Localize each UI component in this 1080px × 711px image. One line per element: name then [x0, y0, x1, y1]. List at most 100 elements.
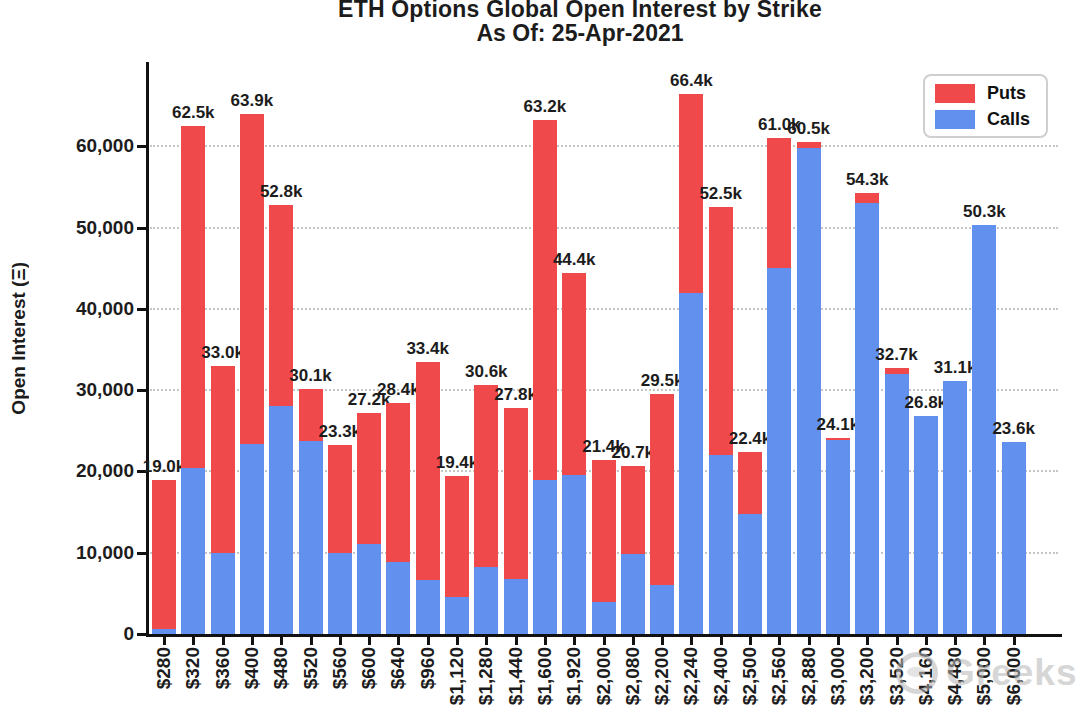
- y-axis-spine: [146, 62, 149, 637]
- calls-bar-segment: [386, 562, 410, 634]
- x-axis-tick: [368, 637, 371, 645]
- calls-bar-segment: [269, 406, 293, 634]
- gridline: [150, 145, 1058, 147]
- puts-bar-segment: [885, 368, 909, 374]
- bar-total-label: 30.1k: [277, 366, 345, 386]
- x-tick-label: $2,200: [651, 647, 673, 705]
- greeks-watermark: Greeks: [896, 652, 1078, 694]
- x-axis-tick: [544, 637, 547, 645]
- x-axis-tick: [339, 637, 342, 645]
- x-axis-tick: [603, 637, 606, 645]
- x-tick-label: $3,200: [856, 647, 878, 705]
- puts-bar-segment: [797, 142, 821, 148]
- puts-bar-segment: [240, 114, 264, 443]
- x-tick-label: $320: [182, 647, 204, 689]
- x-tick-label: $1,600: [534, 647, 556, 705]
- x-axis-tick: [808, 637, 811, 645]
- puts-bar-segment: [152, 480, 176, 630]
- legend: Puts Calls: [923, 74, 1048, 138]
- x-axis-tick: [485, 637, 488, 645]
- x-tick-label: $2,080: [622, 647, 644, 705]
- bar-total-label: 33.4k: [394, 339, 462, 359]
- puts-bar-segment: [357, 413, 381, 544]
- x-tick-label: $1,440: [505, 647, 527, 705]
- y-axis-tick: [137, 308, 146, 311]
- x-tick-label: $400: [241, 647, 263, 689]
- x-tick-label: $2,560: [768, 647, 790, 705]
- calls-bar-segment: [504, 579, 528, 634]
- puts-bar-segment: [504, 408, 528, 579]
- calls-bar-segment: [299, 441, 323, 634]
- bar-total-label: 23.6k: [980, 419, 1048, 439]
- calls-bar-segment: [533, 480, 557, 634]
- x-axis-tick: [983, 637, 986, 645]
- x-axis-tick: [925, 637, 928, 645]
- x-tick-label: $2,240: [680, 647, 702, 705]
- x-axis-tick: [866, 637, 869, 645]
- x-tick-label: $1,120: [446, 647, 468, 705]
- calls-bar-segment: [240, 444, 264, 634]
- x-axis-tick: [397, 637, 400, 645]
- calls-bar-segment: [181, 468, 205, 634]
- x-tick-label: $640: [387, 647, 409, 689]
- puts-bar-segment: [826, 438, 850, 440]
- puts-bar-segment: [181, 126, 205, 468]
- x-axis-tick: [280, 637, 283, 645]
- legend-entry-calls: Calls: [935, 109, 1036, 130]
- x-axis-tick: [427, 637, 430, 645]
- x-tick-label: $360: [212, 647, 234, 689]
- chart-canvas: ETH Options Global Open Interest by Stri…: [0, 0, 1080, 711]
- calls-swatch-icon: [935, 110, 975, 129]
- x-axis-tick: [251, 637, 254, 645]
- bar-total-label: 54.3k: [833, 170, 901, 190]
- calls-bar-segment: [679, 293, 703, 634]
- calls-bar-segment: [797, 148, 821, 634]
- x-axis-tick: [222, 637, 225, 645]
- x-axis-tick: [778, 637, 781, 645]
- bar-total-label: 66.4k: [657, 71, 725, 91]
- puts-bar-segment: [386, 403, 410, 562]
- puts-bar-segment: [767, 138, 791, 268]
- legend-puts-label: Puts: [987, 83, 1026, 104]
- y-tick-label: 50,000: [34, 217, 134, 239]
- x-tick-label: $3,000: [827, 647, 849, 705]
- x-tick-label: $960: [417, 647, 439, 689]
- bar-total-label: 60.5k: [775, 119, 843, 139]
- calls-bar-segment: [650, 585, 674, 634]
- bar-total-label: 63.9k: [218, 91, 286, 111]
- x-tick-label: $2,500: [739, 647, 761, 705]
- x-axis-tick: [163, 637, 166, 645]
- x-tick-label: $480: [270, 647, 292, 689]
- y-tick-label: 20,000: [34, 460, 134, 482]
- chart-subtitle: As Of: 25-Apr-2021: [0, 20, 1080, 47]
- legend-calls-label: Calls: [987, 109, 1030, 130]
- greeks-watermark-text: Greeks: [946, 652, 1078, 694]
- x-tick-label: $520: [300, 647, 322, 689]
- x-tick-label: $1,920: [563, 647, 585, 705]
- x-tick-label: $560: [329, 647, 351, 689]
- calls-bar-segment: [592, 602, 616, 634]
- y-axis-tick: [137, 227, 146, 230]
- x-axis-tick: [310, 637, 313, 645]
- x-axis-tick: [515, 637, 518, 645]
- x-tick-label: $2,400: [710, 647, 732, 705]
- puts-swatch-icon: [935, 84, 975, 103]
- puts-bar-segment: [328, 445, 352, 553]
- puts-bar-segment: [592, 460, 616, 602]
- calls-bar-segment: [709, 455, 733, 634]
- calls-bar-segment: [826, 440, 850, 634]
- calls-bar-segment: [621, 554, 645, 634]
- y-tick-label: 30,000: [34, 379, 134, 401]
- calls-bar-segment: [914, 416, 938, 634]
- bar-total-label: 50.3k: [950, 202, 1018, 222]
- calls-bar-segment: [152, 629, 176, 634]
- puts-bar-segment: [445, 476, 469, 596]
- puts-bar-segment: [650, 394, 674, 585]
- calls-bar-segment: [357, 544, 381, 634]
- calls-bar-segment: [738, 514, 762, 634]
- calls-bar-segment: [445, 597, 469, 634]
- x-tick-label: $1,280: [475, 647, 497, 705]
- x-axis-tick: [896, 637, 899, 645]
- bar-total-label: 63.2k: [511, 97, 579, 117]
- calls-bar-segment: [1002, 442, 1026, 634]
